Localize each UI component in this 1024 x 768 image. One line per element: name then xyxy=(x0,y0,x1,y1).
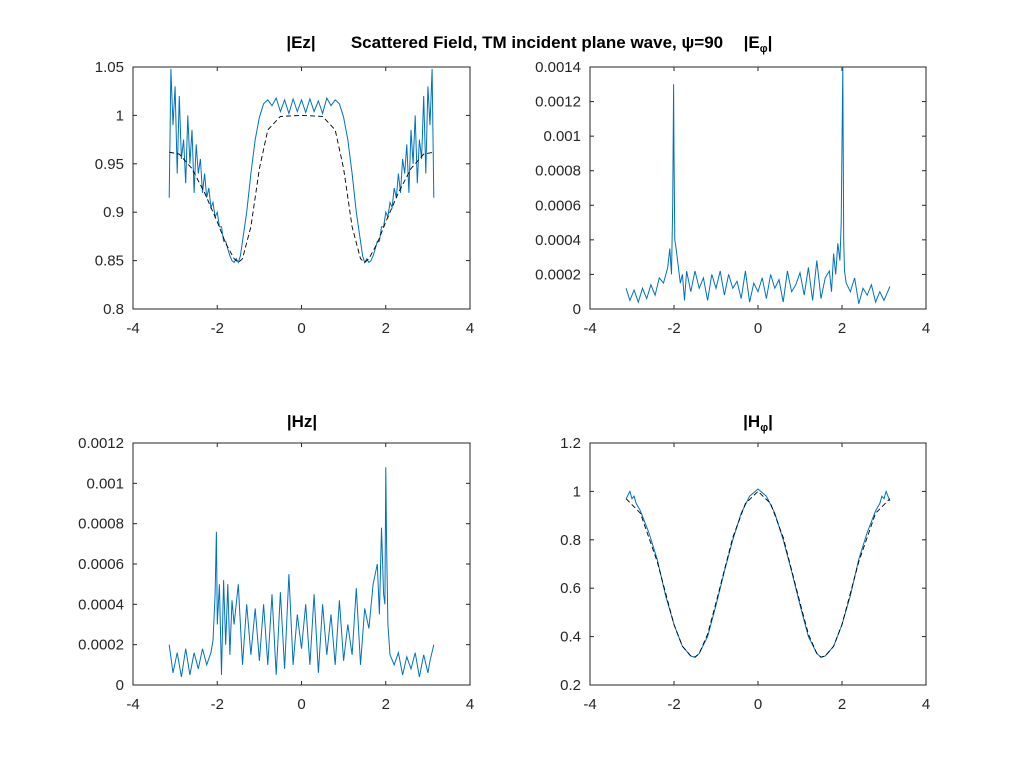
panel-3: -4 -2 0 2 4 0 0.0002 0.0004 0.0006 0.0008 0.001 0.0… xyxy=(78,412,474,713)
y-tick-label: 0.0002 xyxy=(78,637,124,654)
x-tick-label: 0 xyxy=(297,696,305,713)
reference-series-line xyxy=(169,114,434,264)
y-tick-label: 0.0008 xyxy=(78,516,124,533)
panel-title: |Hz| xyxy=(287,412,317,431)
x-tick-label: -4 xyxy=(583,696,596,713)
y-tick-label: 0.0006 xyxy=(78,556,124,573)
y-tick-label: 0.0008 xyxy=(535,163,581,180)
x-tick-label: -2 xyxy=(211,696,224,713)
x-tick-label: -2 xyxy=(667,696,680,713)
y-tick-label: 0.6 xyxy=(560,580,581,597)
x-tick-label: 2 xyxy=(838,320,846,337)
reference-series-line xyxy=(625,490,891,658)
axes-box xyxy=(589,66,927,310)
y-tick-label: 0.0014 xyxy=(535,59,581,76)
data-series-line xyxy=(168,467,435,677)
y-tick-label: 1 xyxy=(116,107,124,124)
y-tick-label: 0 xyxy=(116,677,124,694)
x-tick-label: -4 xyxy=(126,320,139,337)
data-series-line xyxy=(625,488,891,658)
axes-box xyxy=(132,66,471,310)
data-series-line xyxy=(625,67,891,304)
x-tick-label: 2 xyxy=(838,696,846,713)
x-tick-label: -4 xyxy=(583,320,596,337)
x-tick-label: 2 xyxy=(382,320,390,337)
y-tick-label: 0.4 xyxy=(560,629,581,646)
y-tick-label: 0.0002 xyxy=(535,266,581,283)
figure-suptitle: Scattered Field, TM incident plane wave,… xyxy=(351,33,723,52)
x-tick-label: 4 xyxy=(466,696,474,713)
axes-box xyxy=(589,442,927,686)
x-tick-label: 0 xyxy=(297,320,305,337)
panel-title: |Hφ| xyxy=(743,412,773,434)
x-tick-label: 4 xyxy=(922,696,930,713)
x-tick-label: 0 xyxy=(754,696,762,713)
x-tick-label: 2 xyxy=(382,696,390,713)
y-tick-label: 0.9 xyxy=(103,204,124,221)
y-tick-label: 0.95 xyxy=(95,156,124,173)
y-tick-label: 0.0004 xyxy=(78,596,124,613)
x-tick-label: -2 xyxy=(211,320,224,337)
y-tick-label: 0.85 xyxy=(95,253,124,270)
y-tick-label: 1 xyxy=(573,483,581,500)
x-tick-label: -4 xyxy=(126,696,139,713)
panel-4: -4 -2 0 2 4 0.2 0.4 0.6 0.8 1 1.2 |Hφ| xyxy=(560,412,930,713)
y-tick-label: 0.8 xyxy=(560,532,581,549)
y-tick-label: 0.0004 xyxy=(535,232,581,249)
y-tick-label: 0 xyxy=(573,301,581,318)
panel-title: |Eφ| xyxy=(744,33,773,55)
y-tick-label: 0.001 xyxy=(86,475,124,492)
x-tick-label: 4 xyxy=(466,320,474,337)
y-tick-label: 1.2 xyxy=(560,435,581,452)
panel-title: |Ez| xyxy=(286,33,315,52)
panel-2: -4 -2 0 2 4 0 0.0002 0.0004 0.0006 0.0008 0.001 0.0… xyxy=(535,33,930,337)
panel-1: -4 -2 0 2 4 0.8 0.85 0.9 0.95 1 1.05 |Ez| xyxy=(95,33,474,337)
data-series-line xyxy=(168,68,435,264)
x-tick-label: 4 xyxy=(922,320,930,337)
y-tick-label: 0.0012 xyxy=(78,435,124,452)
y-tick-label: 1.05 xyxy=(95,59,124,76)
x-tick-label: -2 xyxy=(667,320,680,337)
y-tick-label: 0.0012 xyxy=(535,94,581,111)
y-tick-label: 0.0006 xyxy=(535,197,581,214)
y-tick-label: 0.2 xyxy=(560,677,581,694)
x-tick-label: 0 xyxy=(754,320,762,337)
y-tick-label: 0.8 xyxy=(103,301,124,318)
y-tick-label: 0.001 xyxy=(543,128,581,145)
